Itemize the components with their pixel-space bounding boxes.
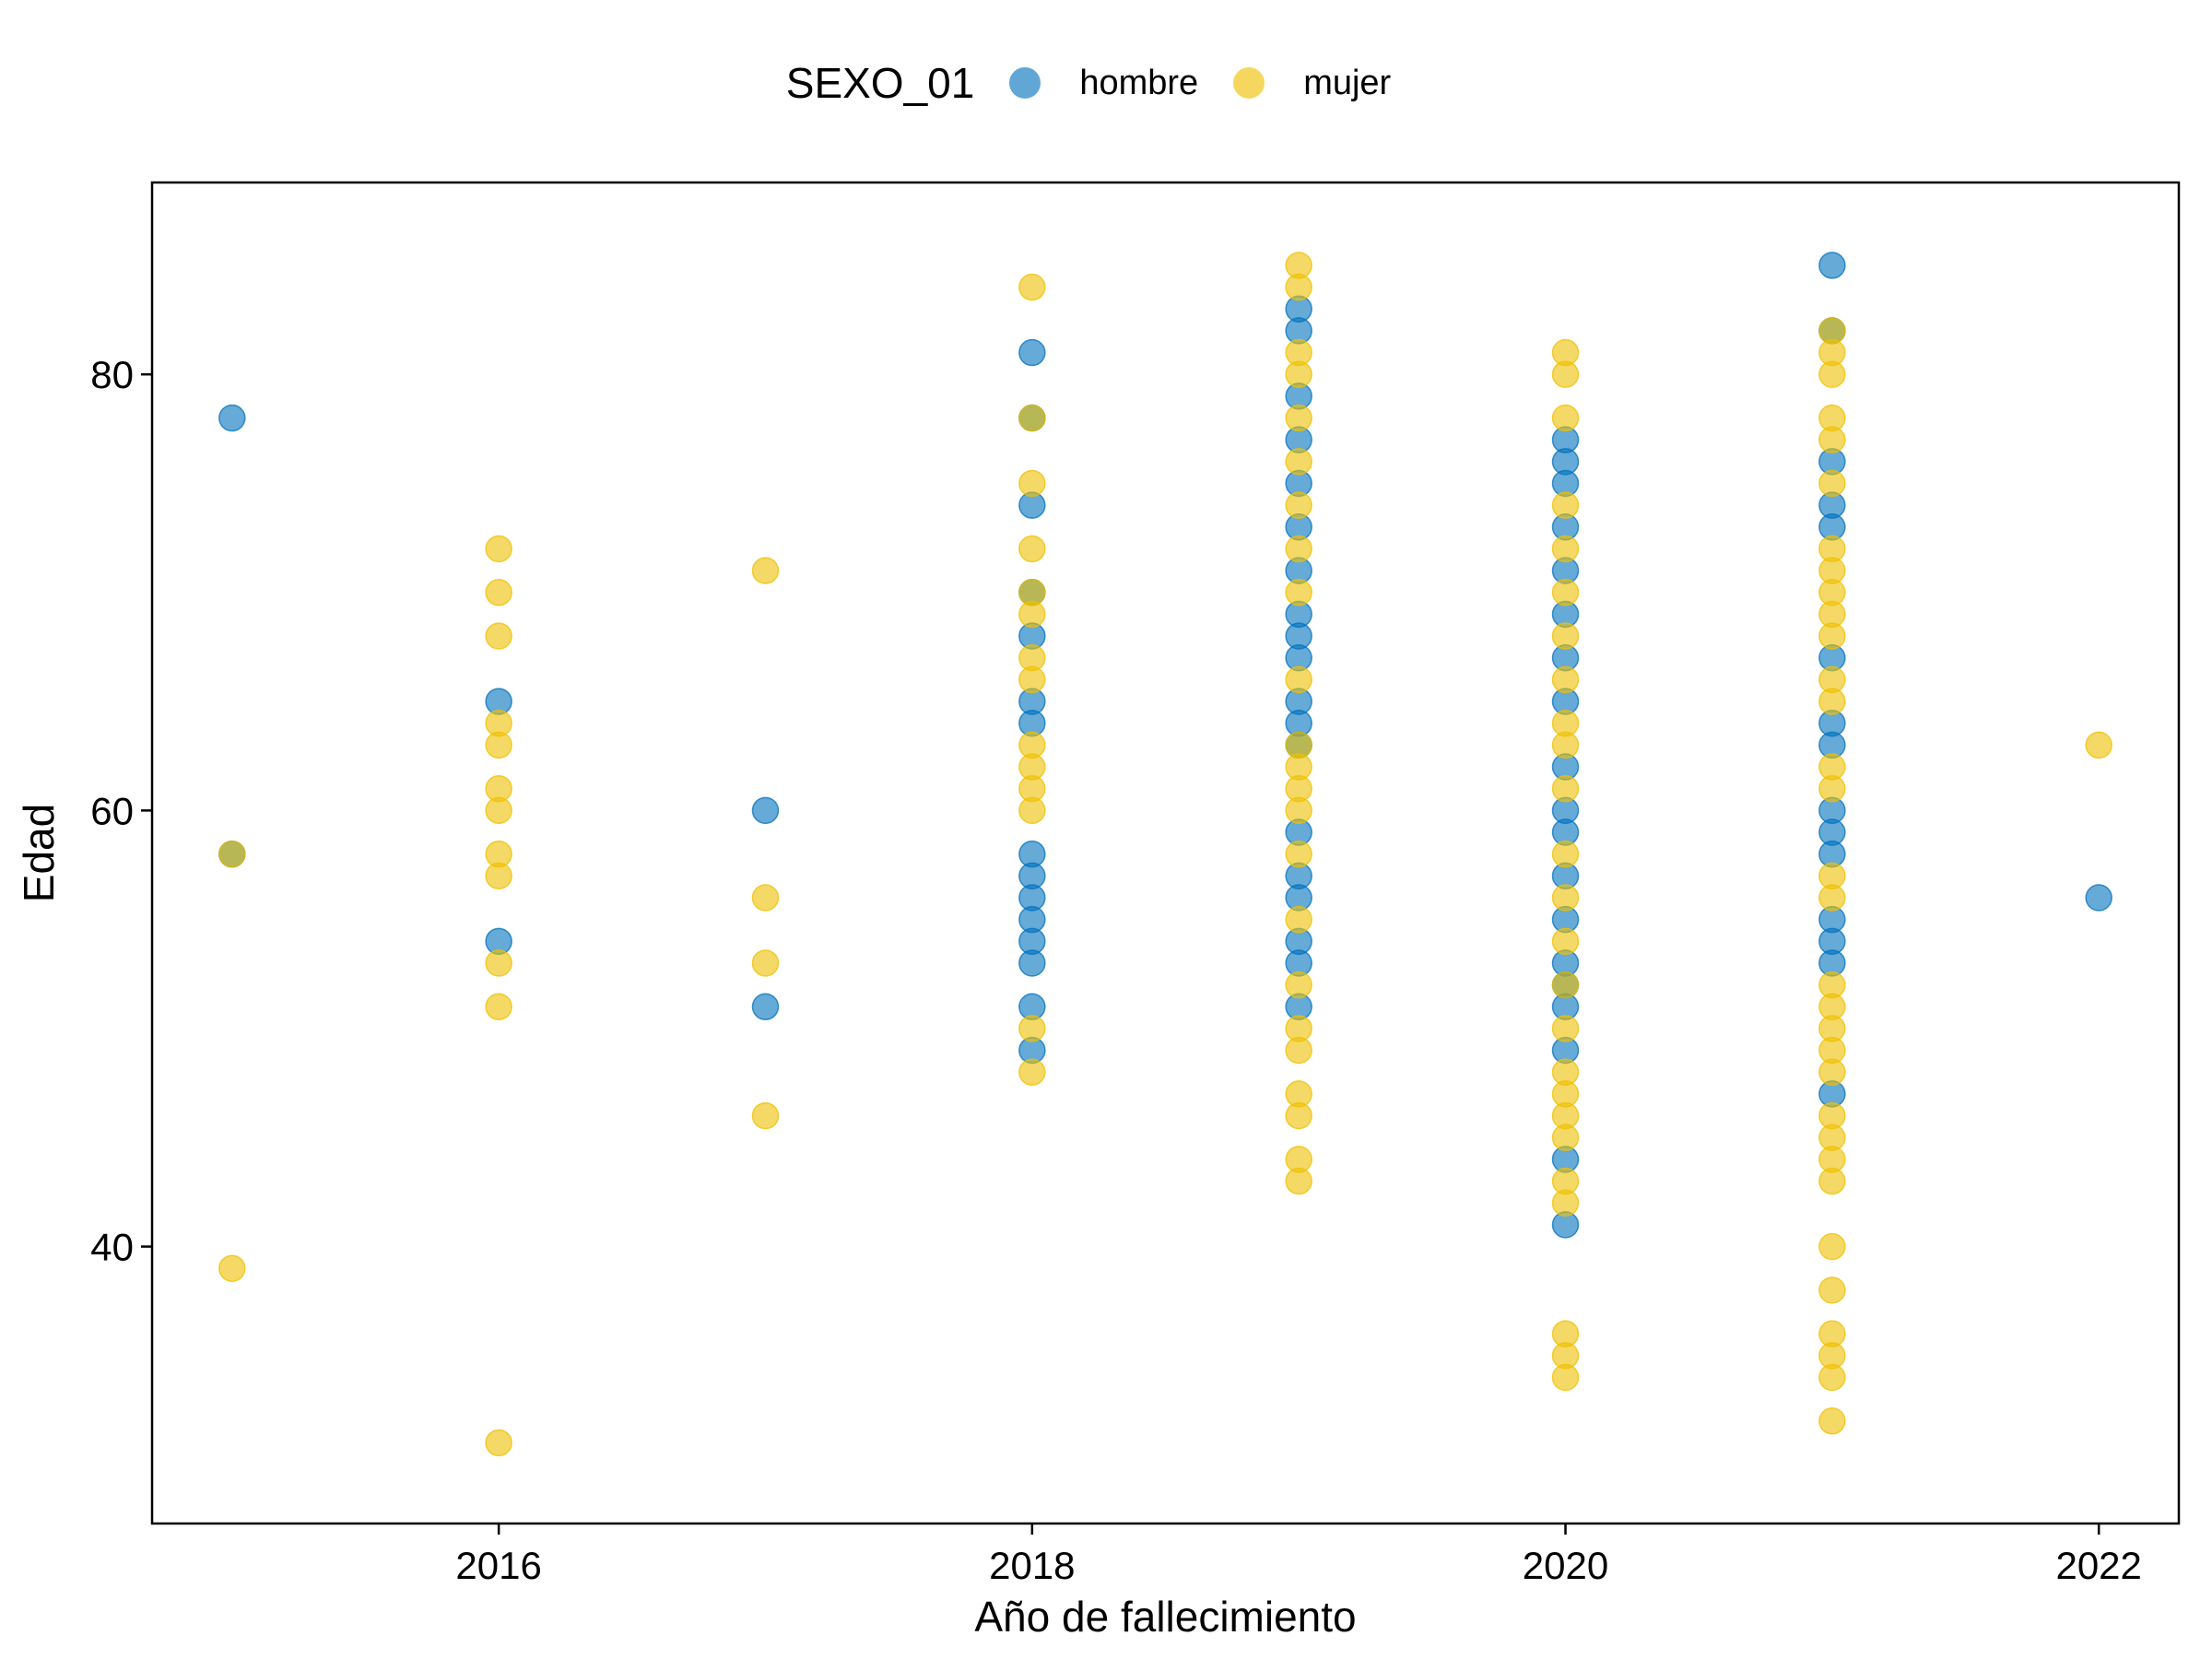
point-mujer xyxy=(1551,884,1580,912)
point-mujer xyxy=(751,949,780,977)
point-mujer xyxy=(1285,905,1312,934)
point-mujer xyxy=(1018,469,1046,498)
x-tick-label: 2016 xyxy=(455,1544,541,1587)
point-mujer xyxy=(485,796,512,825)
point-mujer xyxy=(1818,1058,1846,1087)
point-mujer xyxy=(485,862,512,890)
y-tick-label: 80 xyxy=(90,353,134,396)
point-mujer xyxy=(1818,1167,1846,1195)
x-tick-label: 2020 xyxy=(1523,1544,1608,1587)
point-mujer xyxy=(1818,1232,1846,1261)
legend-label-mujer: mujer xyxy=(1303,63,1392,102)
point-mujer xyxy=(1285,535,1312,563)
point-mujer xyxy=(1285,1036,1312,1065)
point-mujer xyxy=(485,731,512,759)
point-mujer xyxy=(1551,491,1580,519)
legend-item-mujer: mujer xyxy=(1233,64,1391,103)
point-mujer xyxy=(1285,273,1312,301)
point-mujer xyxy=(1818,1277,1846,1304)
point-hombre xyxy=(218,404,246,432)
point-mujer xyxy=(485,949,512,977)
y-axis-label: Edad xyxy=(15,804,63,902)
y-tick-label: 40 xyxy=(90,1226,134,1269)
point-mujer xyxy=(2085,731,2112,759)
point-mujer xyxy=(1551,404,1580,432)
point-mujer xyxy=(218,840,246,868)
point-mujer xyxy=(1551,665,1580,694)
point-mujer xyxy=(1818,426,1846,453)
point-mujer xyxy=(1018,600,1046,629)
point-mujer xyxy=(1018,273,1046,301)
point-mujer xyxy=(1551,840,1580,868)
point-mujer xyxy=(485,993,512,1021)
point-mujer xyxy=(1285,1101,1312,1130)
point-mujer xyxy=(1285,1167,1312,1195)
point-mujer xyxy=(1551,1015,1580,1042)
point-mujer xyxy=(1285,665,1312,694)
point-mujer xyxy=(1818,774,1846,803)
point-hombre xyxy=(751,796,780,825)
point-mujer xyxy=(1285,448,1312,476)
point-mujer xyxy=(1818,622,1846,650)
point-mujer xyxy=(485,579,512,606)
point-mujer xyxy=(485,535,512,563)
legend-key-mujer xyxy=(1233,67,1265,99)
point-mujer xyxy=(1285,360,1312,388)
point-mujer xyxy=(1018,796,1046,825)
axes-layer: 2016 2018 2020 2022 40 60 80 xyxy=(90,353,2142,1587)
point-mujer xyxy=(1551,360,1580,388)
legend-item-hombre: hombre xyxy=(1009,64,1198,103)
point-mujer xyxy=(485,622,512,650)
legend-title: SEXO_01 xyxy=(785,59,975,107)
y-tick-label: 60 xyxy=(90,789,134,832)
point-hombre xyxy=(1818,252,1846,279)
point-hombre xyxy=(1018,338,1046,367)
legend: SEXO_01 hombre mujer xyxy=(0,51,2212,115)
point-mujer xyxy=(1818,469,1846,498)
point-mujer xyxy=(485,1429,512,1457)
point-mujer xyxy=(1551,535,1580,563)
point-mujer xyxy=(1285,491,1312,519)
point-mujer xyxy=(1018,1058,1046,1087)
point-mujer xyxy=(1818,688,1846,715)
point-mujer xyxy=(1551,774,1580,803)
plot-panel-border xyxy=(150,181,2181,1525)
legend-key-hombre xyxy=(1009,67,1041,99)
point-mujer xyxy=(1285,971,1312,999)
point-mujer xyxy=(751,557,780,584)
point-mujer xyxy=(1285,404,1312,432)
point-mujer xyxy=(1551,622,1580,650)
point-mujer xyxy=(1818,1407,1846,1435)
x-tick-label: 2022 xyxy=(2055,1544,2141,1587)
point-mujer xyxy=(1285,579,1312,606)
point-mujer xyxy=(1818,360,1846,388)
point-mujer xyxy=(1551,971,1580,999)
point-hombre xyxy=(751,993,780,1021)
point-mujer xyxy=(1551,1189,1580,1217)
point-mujer xyxy=(1018,665,1046,694)
point-mujer xyxy=(1018,1015,1046,1042)
point-mujer xyxy=(1285,840,1312,868)
point-mujer xyxy=(1818,1363,1846,1392)
point-mujer xyxy=(1818,884,1846,912)
point-mujer xyxy=(1551,927,1580,956)
point-mujer xyxy=(1551,1124,1580,1151)
point-mujer xyxy=(1551,731,1580,759)
point-mujer xyxy=(218,1254,246,1282)
point-mujer xyxy=(751,1101,780,1130)
x-tick-label: 2018 xyxy=(989,1544,1075,1587)
point-mujer xyxy=(1551,1363,1580,1392)
point-mujer xyxy=(1018,535,1046,563)
point-mujer xyxy=(1285,796,1312,825)
point-mujer xyxy=(751,884,780,912)
x-axis-label: Año de fallecimiento xyxy=(974,1593,1356,1641)
legend-label-hombre: hombre xyxy=(1079,63,1199,102)
point-mujer xyxy=(1018,404,1046,432)
point-mujer xyxy=(1551,579,1580,606)
point-hombre xyxy=(1018,949,1046,977)
point-hombre xyxy=(2085,884,2112,912)
points-layer xyxy=(218,252,2112,1457)
